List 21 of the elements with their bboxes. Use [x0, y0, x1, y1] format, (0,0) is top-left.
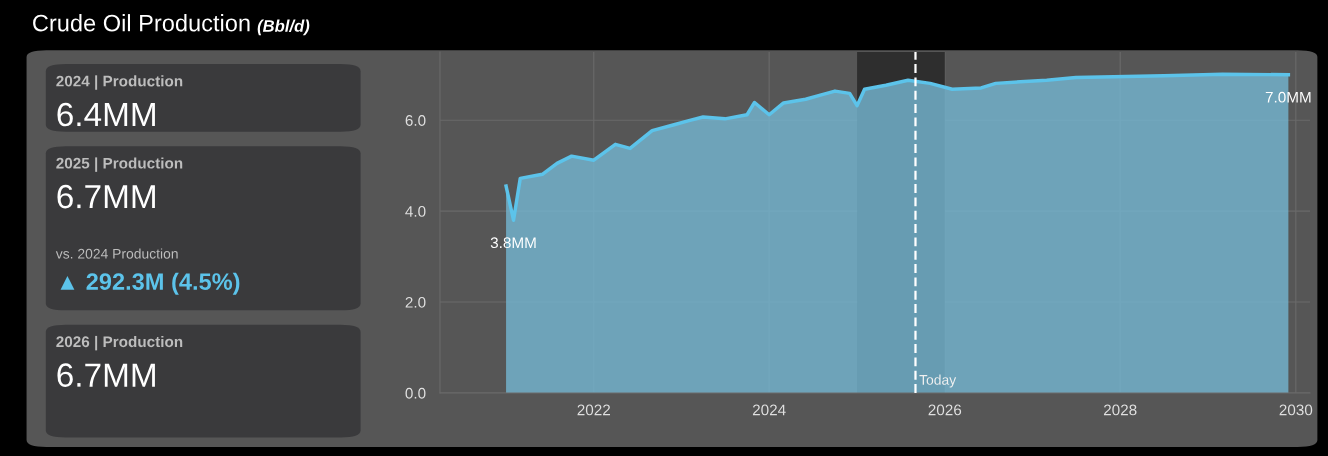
text: ▲ 292.3M (4.5%) — [60, 272, 240, 295]
x-tick-label: 2030 — [1279, 404, 1313, 416]
x-tick-label: 2024 — [752, 404, 786, 416]
text: 2026 | Production — [56, 335, 183, 351]
text: 6.7MM — [57, 184, 155, 209]
annotation: 7.0MM — [1265, 91, 1311, 103]
y-tick-label: 2.0 — [405, 296, 426, 308]
x-tick-label: 2028 — [1103, 404, 1137, 416]
y-tick-label: 4.0 — [405, 206, 426, 217]
x-tick-label: 2022 — [577, 404, 610, 416]
y-tick-label: 6.0 — [405, 115, 426, 126]
text: 6.7MM — [57, 363, 155, 387]
x-tick-label: 2026 — [928, 404, 962, 416]
text: (Bbl/d) — [257, 19, 310, 36]
text: 6.4MM — [57, 102, 155, 127]
text: vs. 2024 Production — [55, 248, 178, 259]
text: 2025 | Production — [56, 157, 183, 172]
text: 2024 | Production — [56, 75, 183, 90]
y-tick-label: 0.0 — [405, 387, 426, 399]
text: Crude Oil Production — [33, 14, 250, 32]
ref-line-label: Today — [919, 374, 957, 388]
